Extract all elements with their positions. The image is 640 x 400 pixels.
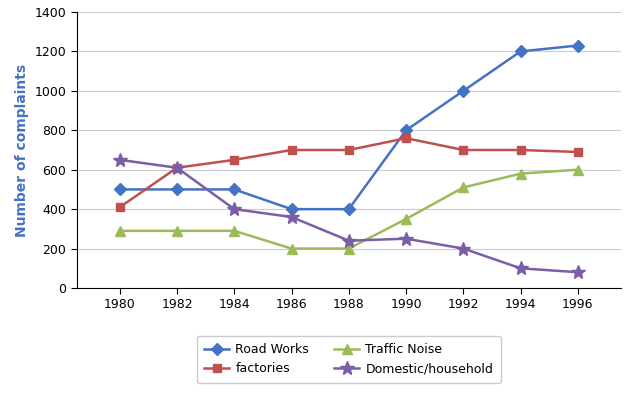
Domestic/household (345, 238, 353, 243)
Traffic Noise (516, 171, 524, 176)
Domestic/household (288, 215, 296, 220)
Traffic Noise (288, 246, 296, 251)
Road Works (288, 207, 296, 212)
Line: Road Works: Road Works (116, 41, 582, 213)
Traffic Noise (173, 228, 181, 233)
Line: factories: factories (116, 134, 582, 211)
Road Works (460, 88, 467, 93)
Line: Traffic Noise: Traffic Noise (115, 165, 582, 254)
Road Works (345, 207, 353, 212)
Road Works (116, 187, 124, 192)
factories (116, 205, 124, 210)
Traffic Noise (402, 217, 410, 222)
Traffic Noise (116, 228, 124, 233)
factories (460, 148, 467, 152)
factories (230, 158, 238, 162)
Domestic/household (402, 236, 410, 241)
factories (173, 165, 181, 170)
Road Works (574, 43, 582, 48)
factories (574, 150, 582, 154)
Line: Domestic/household: Domestic/household (113, 153, 585, 279)
Traffic Noise (574, 167, 582, 172)
Traffic Noise (230, 228, 238, 233)
Domestic/household (516, 266, 524, 271)
Road Works (173, 187, 181, 192)
Domestic/household (574, 270, 582, 275)
factories (288, 148, 296, 152)
Domestic/household (116, 158, 124, 162)
factories (516, 148, 524, 152)
Domestic/household (173, 165, 181, 170)
Y-axis label: Number of complaints: Number of complaints (15, 64, 29, 236)
factories (402, 136, 410, 140)
Traffic Noise (460, 185, 467, 190)
Traffic Noise (345, 246, 353, 251)
Legend: Road Works, factories, Traffic Noise, Domestic/household: Road Works, factories, Traffic Noise, Do… (196, 336, 501, 383)
Road Works (402, 128, 410, 133)
Road Works (230, 187, 238, 192)
Domestic/household (460, 246, 467, 251)
Road Works (516, 49, 524, 54)
Domestic/household (230, 207, 238, 212)
factories (345, 148, 353, 152)
